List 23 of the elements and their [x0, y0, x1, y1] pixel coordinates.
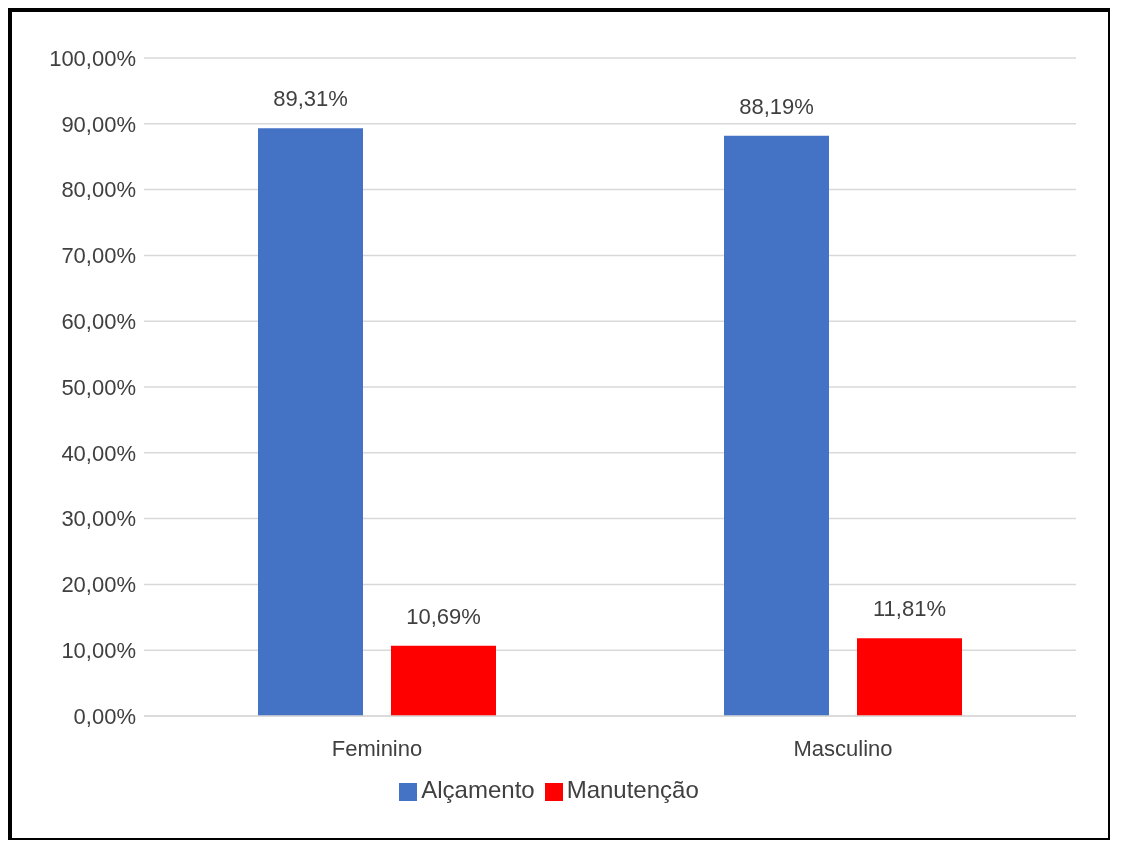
y-tick-label: 50,00%	[61, 374, 136, 400]
data-label: 10,69%	[406, 603, 481, 629]
bar	[857, 638, 962, 716]
y-tick-label: 0,00%	[73, 703, 136, 729]
bar	[724, 135, 829, 716]
data-label: 88,19%	[739, 93, 814, 119]
y-tick-label: 30,00%	[61, 506, 136, 532]
data-label: 89,31%	[273, 86, 348, 112]
x-tick-label: Masculino	[793, 735, 893, 761]
bar	[258, 128, 363, 716]
y-tick-label: 100,00%	[49, 45, 136, 71]
x-tick-label: Feminino	[331, 735, 423, 761]
y-tick-label: 90,00%	[61, 111, 136, 137]
legend-label: Manutenção	[566, 776, 699, 803]
y-tick-label: 70,00%	[61, 243, 136, 269]
y-tick-label: 80,00%	[61, 177, 136, 203]
y-tick-label: 20,00%	[61, 572, 136, 598]
legend-label: Alçamento	[421, 776, 535, 803]
data-label: 11,81%	[873, 596, 946, 622]
y-tick-label: 60,00%	[61, 309, 136, 335]
y-tick-label: 40,00%	[61, 440, 136, 466]
bar	[391, 645, 496, 716]
y-tick-label: 10,00%	[61, 638, 136, 664]
